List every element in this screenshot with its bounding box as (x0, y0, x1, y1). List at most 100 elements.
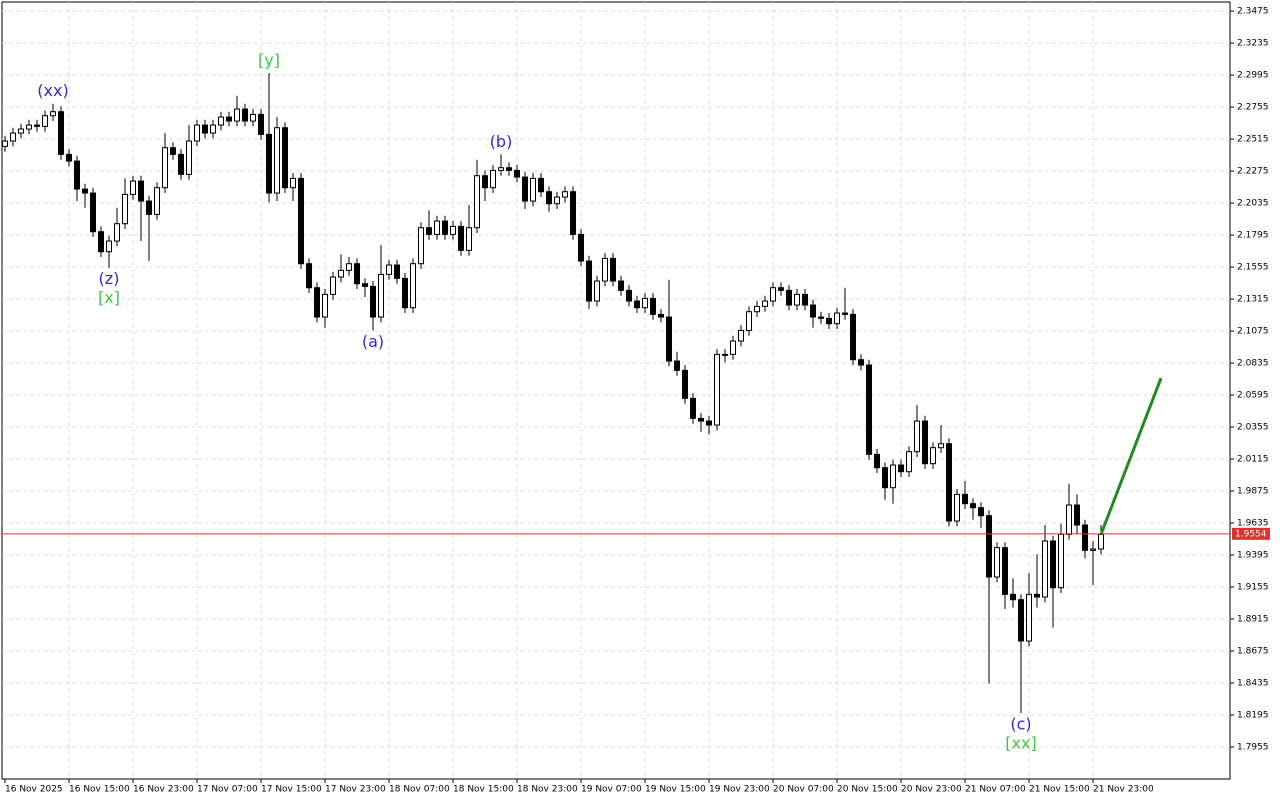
y-tick-label: 1.9155 (1237, 583, 1269, 593)
candle-body (1074, 504, 1080, 526)
candle-body (986, 515, 992, 578)
candle-body (218, 116, 224, 126)
candle-body (58, 111, 64, 155)
candle-body (514, 169, 520, 178)
candle-body (394, 264, 400, 279)
candle-body (746, 311, 752, 331)
candle-body (826, 317, 832, 325)
x-tick-label: 19 Nov 15:00 (645, 785, 706, 795)
candle-body (586, 260, 592, 302)
candle-body (698, 417, 704, 422)
candle-body (602, 257, 608, 282)
candle-body (538, 177, 544, 193)
candle-body (98, 231, 104, 253)
price-label: 1.9554 (1235, 529, 1267, 539)
y-tick-label: 2.2275 (1237, 167, 1269, 177)
candle-body (770, 287, 776, 302)
wave-label: [xx] (1005, 734, 1036, 753)
candle-body (26, 124, 32, 130)
candle-body (1018, 599, 1024, 642)
candle-body (546, 191, 552, 205)
candle-body (786, 289, 792, 306)
candle-body (1058, 533, 1064, 589)
candle-body (130, 180, 136, 195)
candle-body (578, 233, 584, 262)
candle-body (114, 223, 120, 242)
candle-body (818, 316, 824, 319)
x-tick-label: 18 Nov 15:00 (453, 785, 514, 795)
candle-body (490, 169, 496, 189)
wave-label: (b) (490, 132, 513, 151)
candle-body (882, 467, 888, 489)
y-tick-label: 1.8915 (1237, 615, 1269, 625)
x-tick-label: 17 Nov 15:00 (261, 785, 322, 795)
x-tick-label: 19 Nov 23:00 (709, 785, 770, 795)
candle-body (642, 297, 648, 309)
y-tick-label: 1.9635 (1237, 519, 1269, 529)
candle-body (738, 329, 744, 342)
y-tick-label: 2.2035 (1237, 199, 1269, 209)
candle-body (962, 493, 968, 505)
candle-body (378, 273, 384, 318)
candle-body (226, 116, 232, 122)
candle-body (930, 447, 936, 465)
candle-body (250, 113, 256, 122)
y-tick-label: 1.7955 (1237, 743, 1269, 753)
candle-body (970, 503, 976, 509)
candle-body (458, 225, 464, 251)
candle-body (418, 227, 424, 265)
candle-body (834, 312, 840, 325)
x-tick-label: 17 Nov 23:00 (325, 785, 386, 795)
candle-body (434, 220, 440, 235)
candle-body (802, 293, 808, 306)
candle-body (90, 192, 96, 233)
wave-label: (z) (99, 269, 120, 288)
candle-body (978, 507, 984, 517)
candle-body (1026, 593, 1032, 642)
candle-body (1082, 524, 1088, 551)
x-tick-label: 18 Nov 23:00 (517, 785, 578, 795)
candle-body (682, 369, 688, 399)
y-tick-label: 1.8675 (1237, 647, 1269, 657)
candle-body (610, 257, 616, 282)
y-tick-label: 1.8435 (1237, 679, 1269, 689)
candle-body (842, 312, 848, 315)
candle-body (1050, 540, 1056, 589)
y-tick-label: 2.0595 (1237, 391, 1269, 401)
y-tick-label: 2.0115 (1237, 455, 1269, 465)
y-tick-label: 2.0355 (1237, 423, 1269, 433)
wave-label: [y] (258, 51, 280, 70)
candle-body (450, 225, 456, 235)
y-tick-label: 2.3235 (1237, 39, 1269, 49)
candle-body (2, 140, 8, 147)
candle-body (42, 115, 48, 127)
candle-body (666, 316, 672, 362)
candle-body (634, 300, 640, 309)
candle-body (402, 277, 408, 309)
candle-body (314, 287, 320, 318)
x-tick-label: 20 Nov 15:00 (837, 785, 898, 795)
y-tick-label: 2.1795 (1237, 231, 1269, 241)
candle-body (170, 147, 176, 155)
candle-body (82, 188, 88, 194)
candle-body (522, 176, 528, 202)
candle-body (482, 175, 488, 189)
candle-body (938, 443, 944, 449)
plot-frame (1, 1, 1231, 780)
candle-body (506, 167, 512, 171)
wave-label: (a) (362, 332, 384, 351)
candle-body (162, 147, 168, 189)
candle-body (258, 113, 264, 135)
candle-body (690, 397, 696, 419)
y-tick-label: 2.2755 (1237, 103, 1269, 113)
candle-body (1002, 547, 1008, 595)
x-tick-label: 16 Nov 2025 (5, 785, 63, 795)
x-tick-label: 21 Nov 07:00 (965, 785, 1026, 795)
x-tick-label: 16 Nov 23:00 (133, 785, 194, 795)
candle-body (762, 300, 768, 307)
candle-body (754, 305, 760, 313)
candle-body (714, 353, 720, 426)
candle-body (530, 177, 536, 202)
candle-body (242, 108, 248, 122)
candle-body (650, 297, 656, 315)
